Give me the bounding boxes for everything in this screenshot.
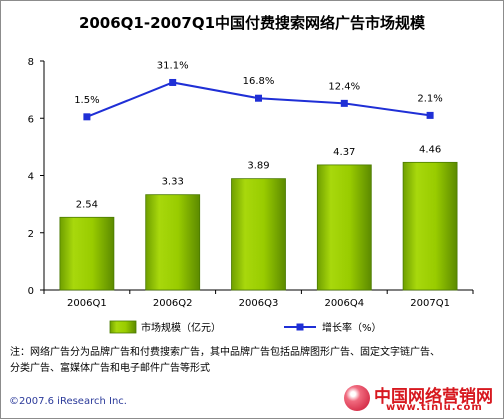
y-tick-label: 6 bbox=[28, 114, 34, 125]
y-tick-label: 4 bbox=[28, 172, 34, 183]
bar bbox=[145, 194, 201, 291]
bar-value-label: 4.37 bbox=[333, 147, 355, 158]
footnote: 注：网络广告分为品牌广告和付费搜索广告，其中品牌广告包括品牌图形广告、固定文字链… bbox=[10, 345, 498, 377]
legend-line-marker bbox=[296, 323, 304, 331]
y-tick-label: 2 bbox=[28, 229, 34, 240]
growth-rate-label: 16.8% bbox=[243, 76, 275, 87]
x-tick-label: 2006Q4 bbox=[324, 298, 364, 309]
brand-logo-icon bbox=[344, 385, 370, 411]
footnote-line-2: 分类广告、富媒体广告和电子邮件广告等形式 bbox=[10, 363, 210, 374]
y-tick-label: 0 bbox=[28, 286, 34, 297]
bar-value-label: 4.46 bbox=[419, 144, 441, 155]
bar bbox=[231, 178, 286, 291]
growth-rate-label: 12.4% bbox=[328, 81, 360, 92]
growth-rate-point bbox=[426, 111, 434, 119]
brand-url: www.tinlu.com bbox=[386, 402, 483, 413]
growth-rate-point bbox=[340, 99, 348, 107]
growth-rate-label: 2.1% bbox=[417, 93, 442, 104]
growth-rate-point bbox=[83, 113, 91, 121]
bar-value-label: 3.33 bbox=[162, 177, 184, 188]
y-tick-label: 8 bbox=[28, 57, 34, 68]
x-tick-label: 2006Q3 bbox=[239, 298, 279, 309]
growth-rate-point bbox=[169, 78, 177, 86]
growth-rate-point bbox=[255, 94, 262, 102]
x-tick-label: 2007Q1 bbox=[410, 298, 450, 309]
bar-value-label: 2.54 bbox=[76, 199, 98, 210]
copyright: ©2007.6 iResearch Inc. bbox=[9, 396, 127, 407]
x-tick-label: 2006Q2 bbox=[153, 298, 193, 309]
growth-rate-label: 31.1% bbox=[157, 60, 189, 71]
growth-rate-label: 1.5% bbox=[74, 95, 99, 106]
bar bbox=[402, 161, 458, 291]
bar bbox=[59, 216, 115, 291]
bar bbox=[316, 164, 372, 291]
legend-bar-label: 市场规模（亿元） bbox=[141, 321, 221, 334]
legend-line-label: 增长率（%） bbox=[322, 321, 382, 334]
footnote-line-1: 注：网络广告分为品牌广告和付费搜索广告，其中品牌广告包括品牌图形广告、固定文字链… bbox=[10, 347, 440, 358]
brand-watermark: 中国网络营销网 www.tinlu.com bbox=[330, 381, 500, 415]
x-tick-label: 2006Q1 bbox=[67, 298, 107, 309]
legend-bar-swatch bbox=[109, 320, 137, 334]
bar-value-label: 3.89 bbox=[247, 161, 269, 172]
brand-name: 中国网络营销网 bbox=[374, 387, 493, 407]
chart-title: 2006Q1-2007Q1中国付费搜索网络广告市场规模 bbox=[78, 14, 426, 32]
